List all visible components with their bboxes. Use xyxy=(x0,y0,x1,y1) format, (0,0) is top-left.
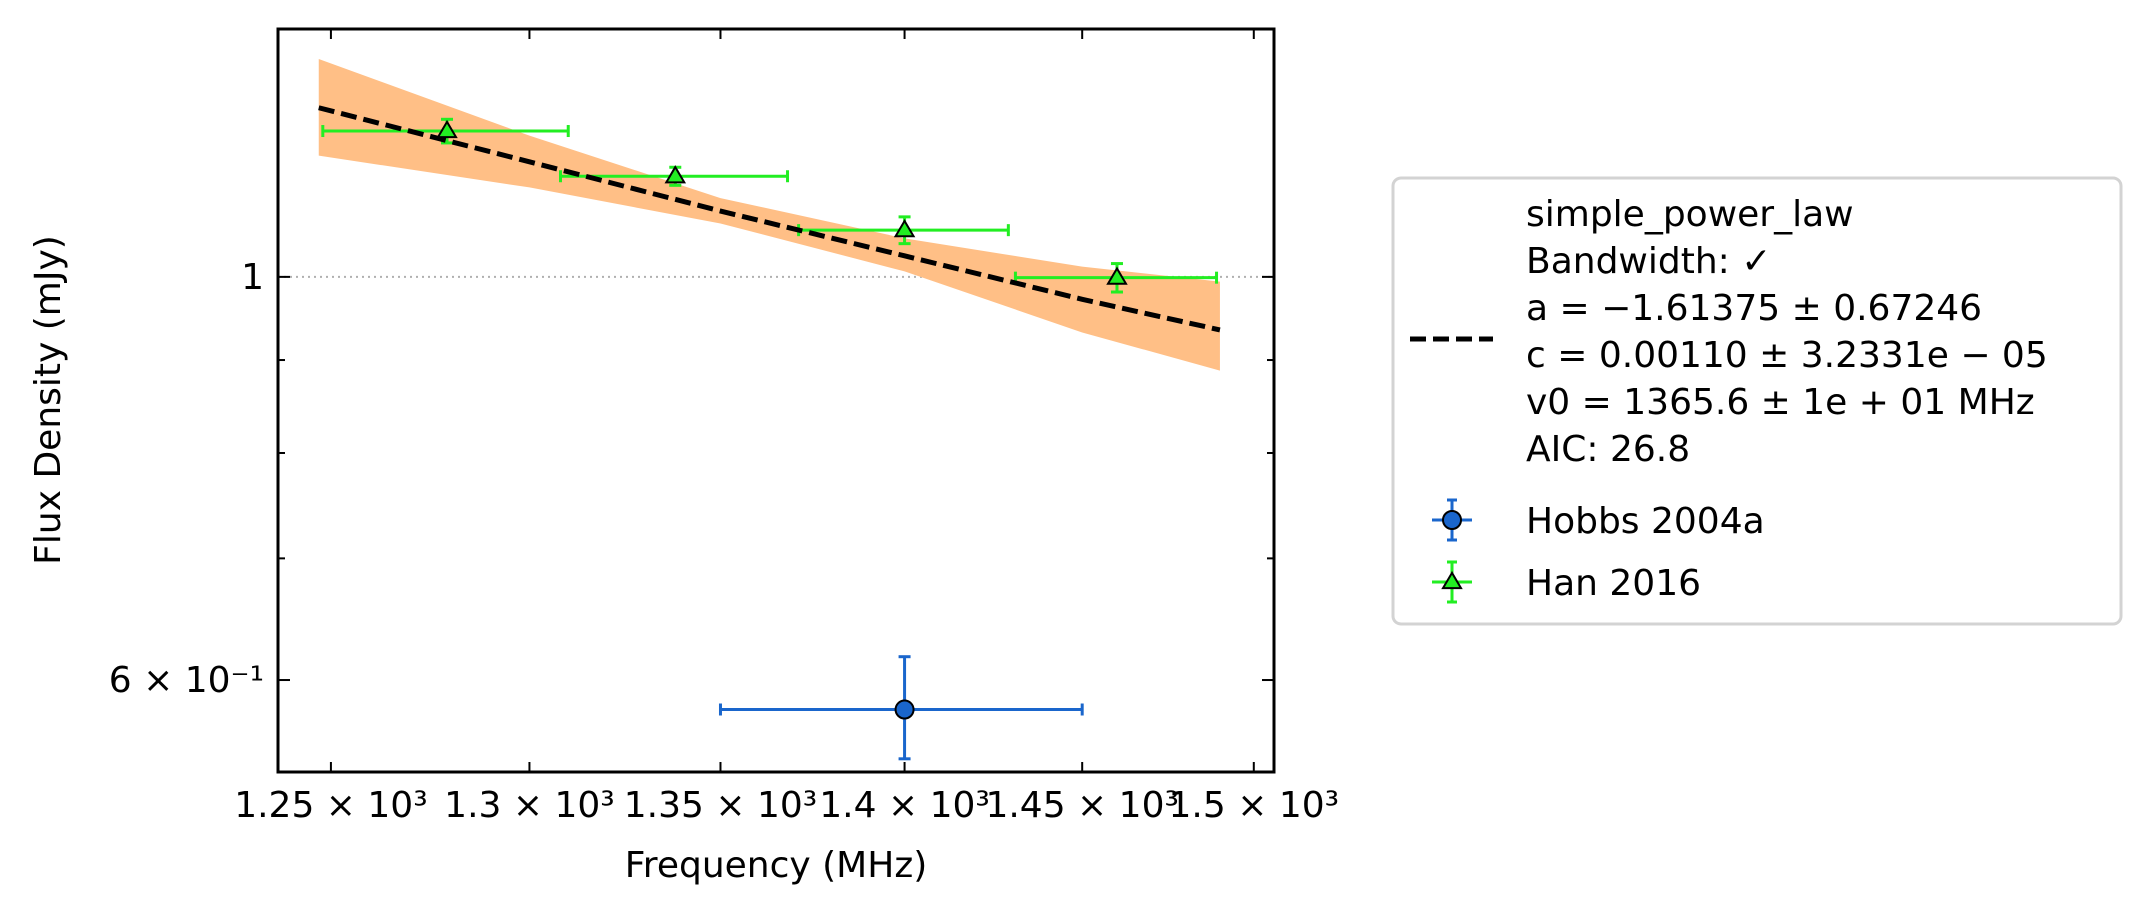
data-point-marker xyxy=(893,218,916,238)
y-axis-label: Flux Density (mJy) xyxy=(28,235,69,565)
legend-fit-text-line: a = −1.61375 ± 0.67246 xyxy=(1526,288,1982,329)
legend-marker xyxy=(1441,570,1463,590)
x-tick-label: 1.35 × 10³ xyxy=(624,785,817,826)
x-tick-label: 1.3 × 10³ xyxy=(444,785,615,826)
x-axis-label: Frequency (MHz) xyxy=(625,845,928,886)
plot-frame xyxy=(276,27,1276,774)
data-point-marker xyxy=(894,699,915,720)
legend-fit-text-line: AIC: 26.8 xyxy=(1526,429,1690,470)
x-tick-label: 1.45 × 10³ xyxy=(985,785,1178,826)
legend-marker xyxy=(1442,510,1462,530)
legend: simple_power_law Bandwidth: ✓ a = −1.61375… xyxy=(1391,176,2123,626)
data-point-marker xyxy=(664,165,687,184)
y-tick-label: 1 xyxy=(241,257,264,298)
data-point-marker xyxy=(1106,266,1128,285)
legend-fit-text-line: Bandwidth: ✓ xyxy=(1526,241,1771,282)
legend-fit-text-line: simple_power_law xyxy=(1526,194,1854,235)
legend-frame xyxy=(1391,176,2123,626)
data-point-marker xyxy=(436,119,458,139)
x-tick-label: 1.4 × 10³ xyxy=(819,785,990,826)
fit-uncertainty-band xyxy=(318,58,1220,371)
legend-fit-text-line: v0 = 1365.6 ± 1e + 01 MHz xyxy=(1526,382,2035,423)
legend-series-label: Han 2016 xyxy=(1526,563,1701,604)
x-tick-label: 1.5 × 10³ xyxy=(1169,785,1340,826)
legend-fit-text-line: c = 0.00110 ± 3.2331e − 05 xyxy=(1526,335,2048,376)
legend-series-label: Hobbs 2004a xyxy=(1526,501,1765,542)
fit-line xyxy=(318,105,1221,333)
y-tick-label: 6 × 10⁻¹ xyxy=(109,660,264,701)
x-tick-label: 1.25 × 10³ xyxy=(234,785,427,826)
